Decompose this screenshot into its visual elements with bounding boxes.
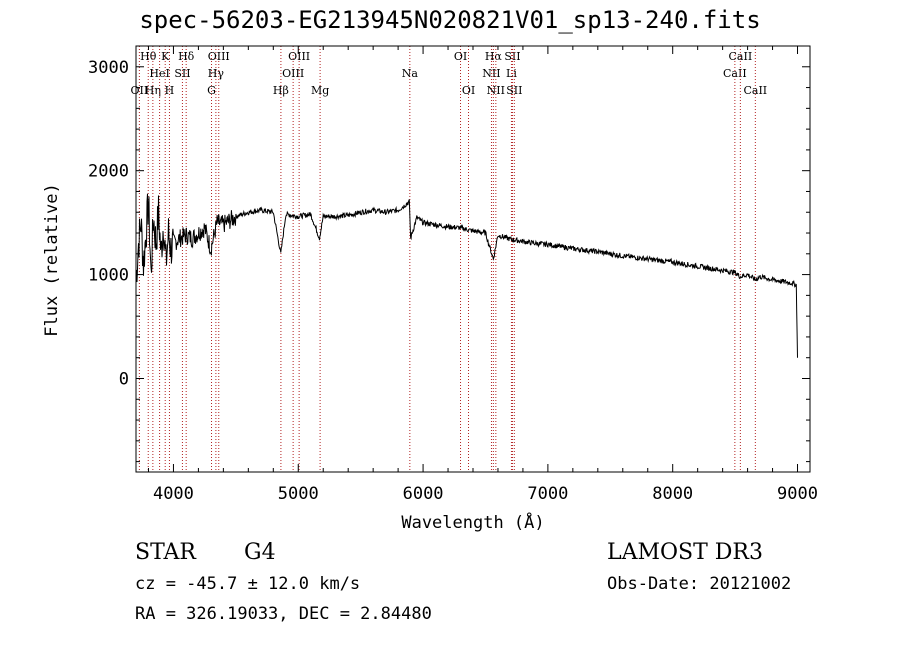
spectrum-line [135, 193, 798, 358]
line-label-15: Na [402, 67, 419, 80]
x-tick-label-0: 4000 [153, 484, 194, 504]
y-tick-label-3: 3000 [88, 58, 129, 78]
x-tick-label-3: 7000 [527, 484, 568, 504]
line-label-23: SII [506, 84, 522, 97]
axis-ticks: 4000 5000 6000 7000 8000 9000 0 1000 2000 3000 [88, 45, 818, 504]
line-label-2: Hη [145, 84, 161, 97]
plot-frame [135, 45, 811, 473]
spectrum-series [135, 193, 798, 358]
line-label-8: G [207, 84, 216, 97]
line-label-24: CaII [723, 67, 747, 80]
object-class: STAR [135, 540, 196, 565]
line-label-16: OI [454, 50, 467, 63]
x-axis-label: Wavelength (Å) [401, 511, 544, 533]
line-label-3: HeI [149, 67, 169, 80]
redshift-cz: cz = -45.7 ± 12.0 km/s [135, 574, 361, 594]
x-tick-label-1: 5000 [278, 484, 319, 504]
line-label-20: NII [487, 84, 505, 97]
chart-title: spec-56203-EG213945N020821V01_sp13-240.f… [139, 6, 761, 34]
line-label-6: SII [174, 67, 190, 80]
line-label-19: Hα [485, 50, 503, 63]
line-label-12: OIII [282, 67, 304, 80]
line-label-10: OIII [208, 50, 230, 63]
line-label-9: Hγ [208, 67, 225, 80]
line-label-17: OI [462, 84, 475, 97]
y-tick-label-1: 1000 [88, 266, 129, 286]
y-tick-label-2: 2000 [88, 162, 129, 182]
line-label-4: K [161, 50, 170, 63]
y-tick-label-0: 0 [119, 369, 129, 389]
x-tick-label-5: 9000 [777, 484, 818, 504]
line-label-1: Hθ [140, 50, 157, 63]
x-tick-label-4: 8000 [652, 484, 693, 504]
ra-dec: RA = 326.19033, DEC = 2.84480 [135, 604, 432, 624]
survey-name: LAMOST DR3 [607, 540, 763, 565]
x-tick-label-2: 6000 [403, 484, 444, 504]
line-label-25: CaII [729, 50, 753, 63]
line-label-7: Hδ [178, 50, 195, 63]
line-label-11: Hβ [273, 84, 289, 97]
y-axis-label: Flux (relative) [42, 183, 62, 337]
line-label-18: NII [482, 67, 500, 80]
line-label-22: SII [504, 50, 520, 63]
line-label-14: Mg [311, 84, 329, 97]
line-label-21: Li [506, 67, 517, 80]
line-label-5: H [165, 84, 175, 97]
line-label-26: CaII [743, 84, 767, 97]
line-label-13: OIII [288, 50, 310, 63]
emission-line-markers: OII Hθ Hη HeI K H SII Hδ G Hγ OIII Hβ OIII OIII Mg Na OI… [131, 46, 767, 472]
obs-date: Obs-Date: 20121002 [607, 574, 792, 594]
line-label-0: OII [131, 84, 149, 97]
object-subclass: G4 [244, 540, 276, 565]
